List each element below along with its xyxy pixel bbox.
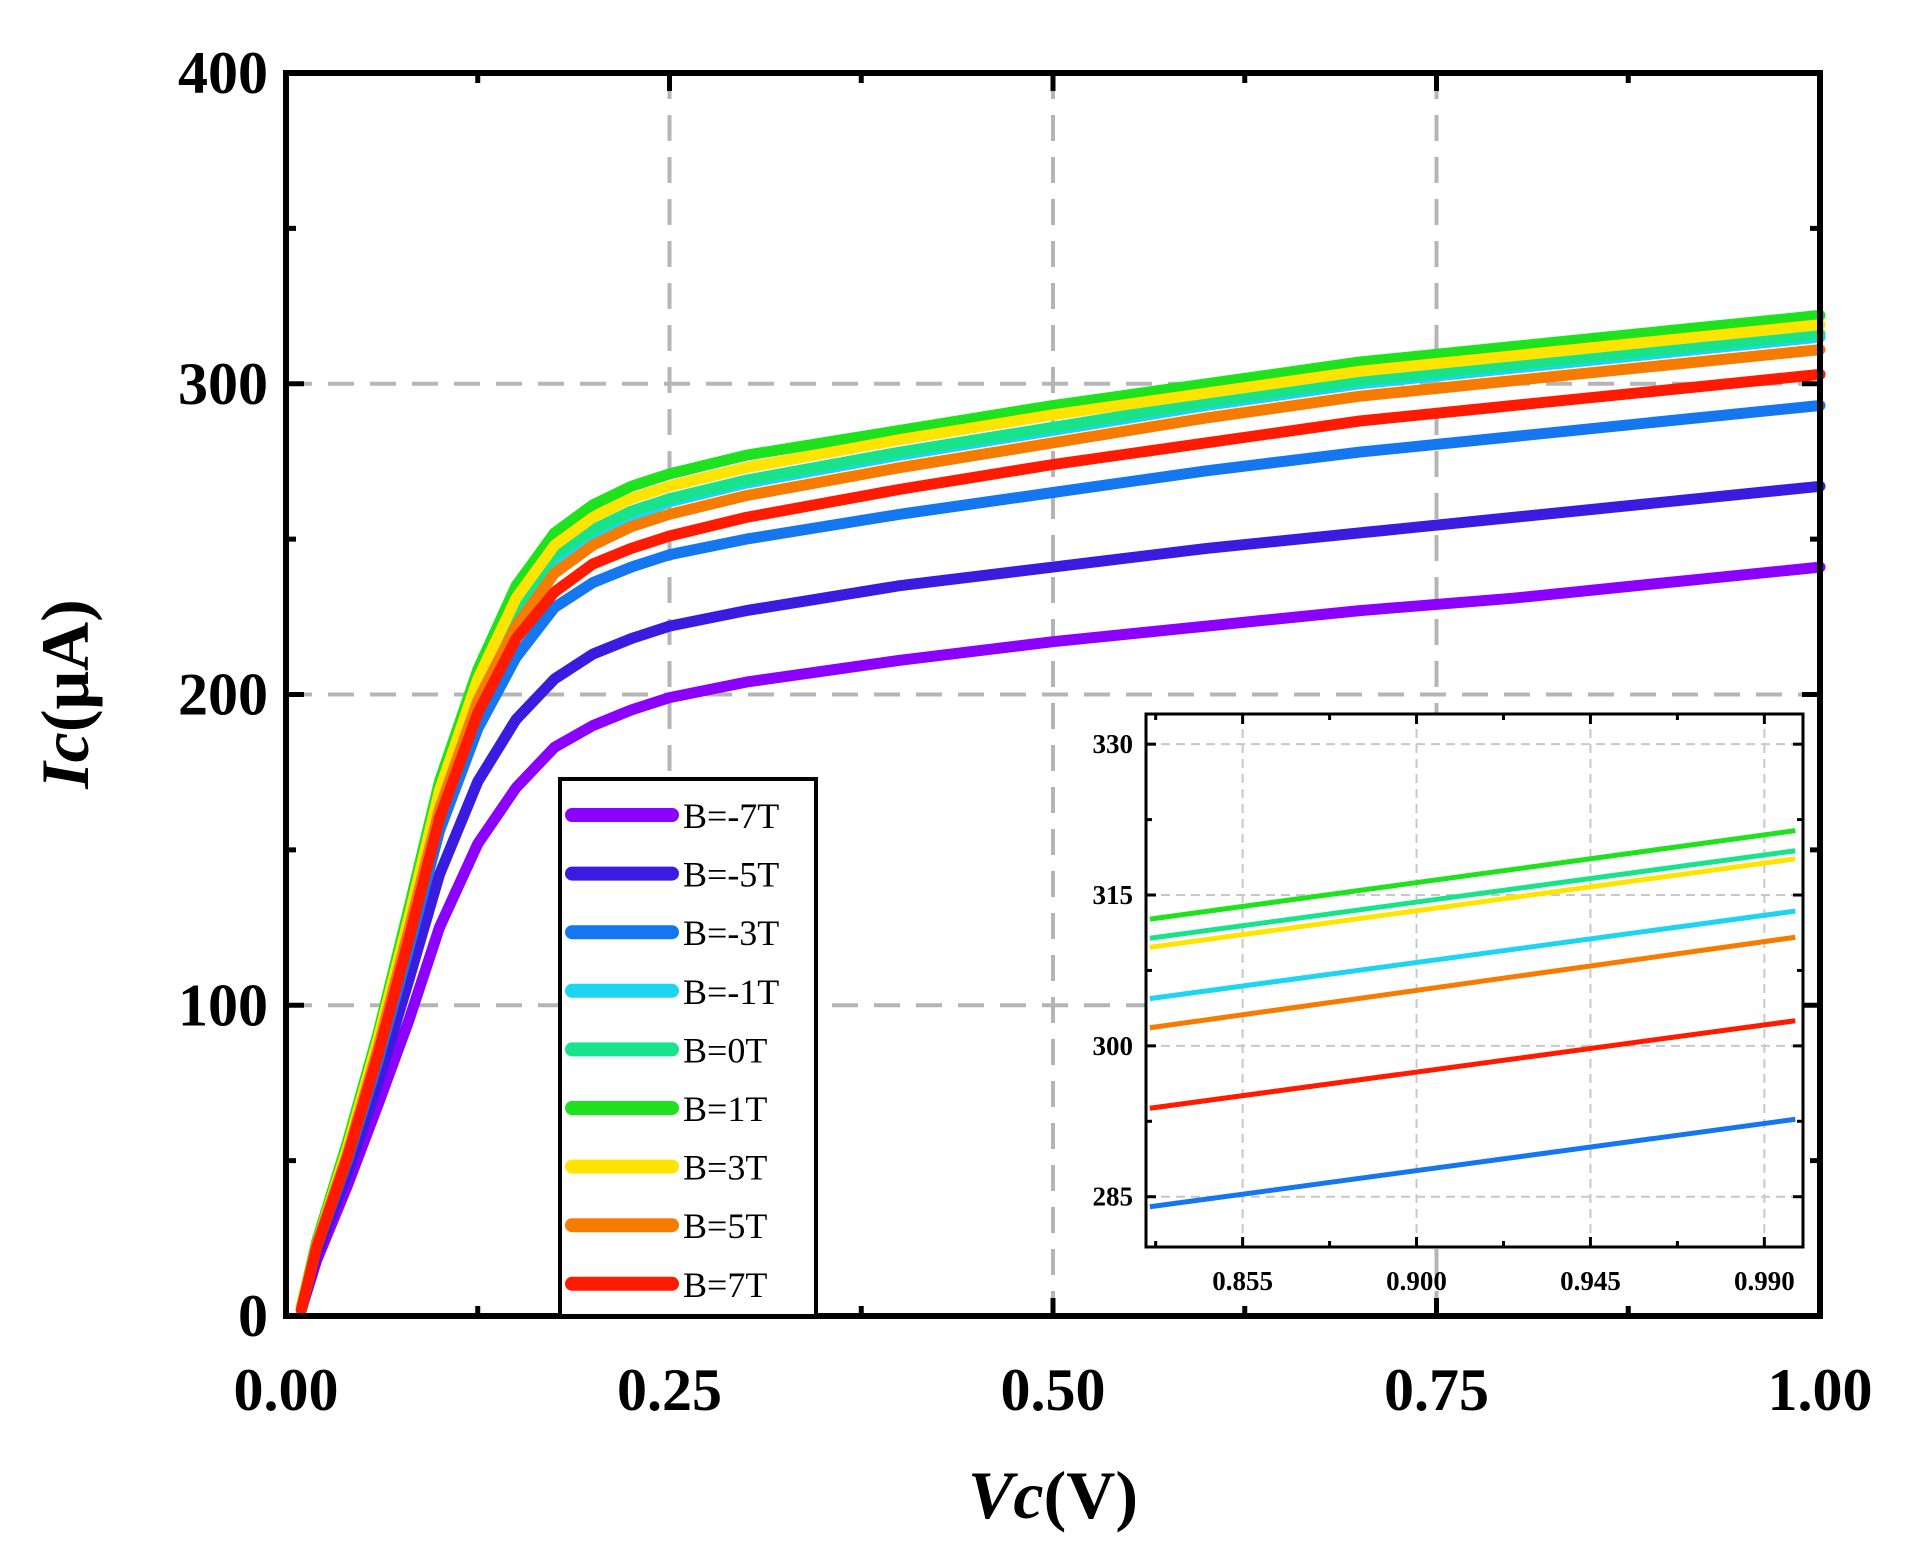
x-tick-label: 0.75: [1384, 1357, 1489, 1423]
y-tick-label: 300: [178, 351, 268, 417]
legend-label-bminus5t: B=-5T: [683, 855, 779, 895]
inset-series-line-b1t: [1149, 828, 1796, 922]
legend-label-b1t: B=1T: [683, 1089, 767, 1129]
y-axis-variable: Ic: [27, 732, 103, 790]
inset-series-line-b3t: [1149, 856, 1796, 950]
main-tick-labels: 0.00 0.25 0.50 0.75 1.00 0 100 200 300 400: [178, 40, 1873, 1423]
legend-label-bminus7t: B=-7T: [683, 796, 779, 836]
x-axis-variable: Vc: [968, 1457, 1044, 1533]
inset-curves: [1149, 828, 1796, 1210]
y-tick-label: 0: [238, 1283, 268, 1349]
main-curves: [295, 309, 1826, 1316]
y-tick-label: 400: [178, 40, 268, 106]
inset-series-line-b7t: [1149, 1018, 1796, 1111]
inset-series-line-b5t: [1149, 934, 1796, 1031]
x-tick-label: 0.50: [1001, 1357, 1106, 1423]
x-axis-unit: (V): [1044, 1457, 1138, 1533]
x-tick-label: 1.00: [1768, 1357, 1873, 1423]
inset-y-tick-label: 315: [1093, 880, 1134, 910]
y-axis-unit: (μA): [27, 599, 103, 732]
inset-x-tick-label: 0.945: [1560, 1266, 1621, 1296]
inset-ticks: [1146, 714, 1803, 1247]
inset-x-tick-label: 0.990: [1734, 1266, 1795, 1296]
legend-label-b3t: B=3T: [683, 1148, 767, 1188]
series-line-bminus7t: [295, 561, 1826, 1316]
legend-label-b7t: B=7T: [683, 1265, 767, 1305]
inset-y-tick-label: 330: [1093, 729, 1134, 759]
legend: B=-7T B=-5T B=-3T B=-1T B=0T B=1T B=3T B=5T B=7T: [558, 777, 818, 1318]
series-line-b7t: [295, 368, 1826, 1316]
inset-frame: [1144, 712, 1805, 1249]
inset-y-tick-label: 300: [1093, 1031, 1134, 1061]
inset-x-tick-label: 0.855: [1212, 1266, 1273, 1296]
y-tick-label: 100: [178, 972, 268, 1038]
inset-x-tick-label: 0.900: [1386, 1266, 1447, 1296]
inset-y-tick-label: 285: [1093, 1182, 1134, 1212]
x-axis-title: Vc(V): [968, 1457, 1138, 1533]
legend-label-bminus3t: B=-3T: [683, 913, 779, 953]
legend-label-b5t: B=5T: [683, 1206, 767, 1246]
y-axis-title: Ic(μA): [27, 599, 103, 790]
x-tick-label: 0.00: [234, 1357, 339, 1423]
inset-grid: [1146, 714, 1803, 1247]
inset-series-line-bminus1t: [1149, 908, 1796, 1002]
x-tick-label: 0.25: [617, 1357, 722, 1423]
inset-series-line-b0t: [1149, 848, 1796, 941]
y-tick-label: 200: [178, 662, 268, 728]
inset: 0.855 0.900 0.945 0.990 285 300 315 330: [1093, 712, 1805, 1296]
inset-tick-labels: 0.855 0.900 0.945 0.990 285 300 315 330: [1093, 729, 1795, 1296]
legend-items: B=-7T B=-5T B=-3T B=-1T B=0T B=1T B=3T B=5T B=7T: [565, 796, 779, 1305]
inset-series-line-bminus3t: [1149, 1116, 1796, 1210]
legend-label-b0t: B=0T: [683, 1030, 767, 1070]
series-line-bminus5t: [295, 480, 1826, 1316]
legend-label-bminus1t: B=-1T: [683, 972, 779, 1012]
